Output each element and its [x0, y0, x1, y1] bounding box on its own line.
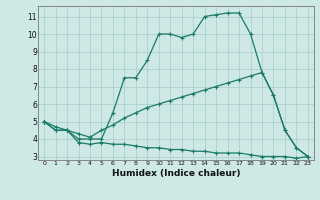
- X-axis label: Humidex (Indice chaleur): Humidex (Indice chaleur): [112, 169, 240, 178]
